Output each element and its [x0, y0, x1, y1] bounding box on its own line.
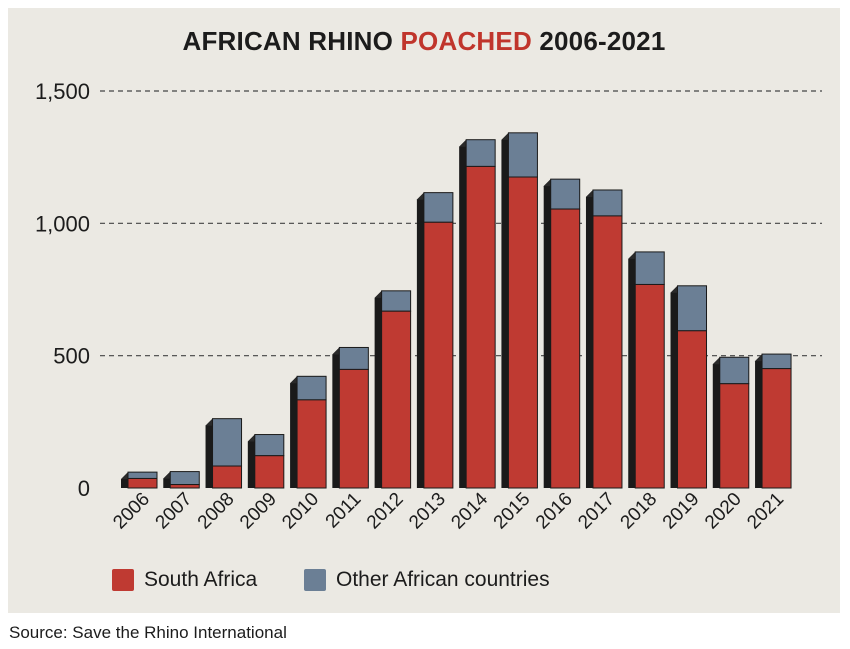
y-tick-label: 1,500 — [35, 79, 90, 104]
bar-segment-other-african-countries — [761, 353, 792, 370]
bar-segment-south-africa — [507, 176, 538, 489]
bar-segment-other-african-countries — [507, 132, 538, 178]
bar-segment-south-africa — [719, 383, 750, 489]
bar-segment-south-africa — [423, 221, 454, 489]
x-tick-label: 2016 — [532, 489, 577, 534]
bar-segment-other-african-countries — [381, 290, 412, 312]
bar-2007 — [163, 471, 200, 489]
bar-2019 — [670, 285, 708, 489]
bar-side — [585, 189, 593, 488]
title-highlight: POACHED — [400, 26, 532, 56]
bar-side — [290, 376, 298, 488]
bar-segment-other-african-countries — [212, 418, 243, 467]
bar-segment-south-africa — [127, 477, 158, 489]
bar-segment-other-african-countries — [254, 434, 285, 457]
bar-segment-south-africa — [761, 368, 792, 489]
x-tick-label: 2012 — [363, 489, 408, 534]
legend-swatch-south-africa — [112, 569, 134, 591]
bar-2020 — [712, 356, 750, 489]
bar-side — [459, 139, 467, 488]
bar-2011 — [332, 346, 369, 489]
bar-2006 — [121, 471, 158, 489]
bar-segment-south-africa — [381, 310, 412, 489]
bar-side — [543, 179, 551, 488]
bar-segment-other-african-countries — [296, 375, 327, 401]
x-tick-label: 2007 — [152, 489, 197, 534]
bar-side — [712, 357, 720, 488]
bar-2013 — [416, 192, 454, 489]
title-before: AFRICAN RHINO — [182, 26, 401, 56]
bar-segment-south-africa — [212, 465, 243, 489]
x-tick-label: 2021 — [743, 489, 788, 534]
bar-side — [374, 290, 382, 488]
legend-item-south-africa: South Africa — [112, 568, 257, 592]
x-tick-label: 2013 — [405, 489, 450, 534]
bar-segment-other-african-countries — [634, 251, 665, 285]
x-tick-label: 2017 — [574, 489, 619, 534]
bar-segment-other-african-countries — [423, 192, 454, 223]
bar-segment-south-africa — [338, 368, 369, 489]
x-tick-label: 2009 — [236, 489, 281, 534]
bar-segment-other-african-countries — [127, 471, 158, 479]
chart-title: AFRICAN RHINO POACHED 2006-2021 — [8, 26, 840, 57]
bar-2010 — [290, 375, 327, 489]
bar-segment-other-african-countries — [677, 285, 708, 332]
bar-segment-south-africa — [169, 484, 200, 489]
bar-side — [416, 192, 424, 488]
bar-segment-other-african-countries — [550, 178, 581, 210]
bar-2016 — [543, 178, 581, 489]
x-tick-label: 2014 — [447, 488, 492, 533]
bar-side — [332, 347, 340, 488]
bar-segment-south-africa — [592, 215, 623, 489]
bar-2015 — [501, 132, 538, 489]
bar-segment-south-africa — [296, 399, 327, 489]
legend-swatch-other-african-countries — [304, 569, 326, 591]
legend-item-other-african-countries: Other African countries — [304, 568, 550, 592]
bar-segment-south-africa — [677, 330, 708, 489]
bar-segment-south-africa — [465, 165, 496, 489]
bar-segment-other-african-countries — [169, 471, 200, 486]
y-tick-label: 1,000 — [35, 211, 90, 236]
x-tick-label: 2019 — [659, 489, 704, 534]
bar-2021 — [755, 353, 792, 489]
x-tick-label: 2020 — [701, 489, 746, 534]
bar-side — [670, 285, 678, 488]
bar-side — [755, 354, 763, 488]
bar-2017 — [585, 189, 623, 489]
bar-2008 — [205, 418, 243, 489]
x-tick-label: 2011 — [322, 489, 366, 533]
x-tick-label: 2015 — [490, 489, 535, 534]
bar-segment-other-african-countries — [338, 346, 369, 370]
bar-side — [628, 251, 636, 488]
legend-label-south-africa: South Africa — [144, 568, 258, 591]
x-tick-label: 2006 — [109, 489, 154, 534]
bar-side — [247, 434, 255, 488]
bar-2009 — [247, 434, 285, 489]
bar-2018 — [628, 251, 665, 489]
bar-side — [501, 132, 509, 489]
source-note: Source: Save the Rhino International — [9, 623, 287, 642]
x-tick-label: 2010 — [278, 489, 323, 534]
bar-2012 — [374, 290, 412, 489]
legend-label-other-african-countries: Other African countries — [336, 568, 550, 591]
bar-segment-south-africa — [254, 455, 285, 489]
bar-side — [205, 418, 213, 488]
x-tick-label: 2018 — [617, 489, 662, 534]
title-after: 2006-2021 — [531, 26, 666, 56]
bar-segment-south-africa — [634, 283, 665, 489]
x-tick-label: 2008 — [194, 489, 239, 534]
bar-segment-other-african-countries — [465, 139, 496, 167]
bar-2014 — [459, 139, 496, 489]
bar-segment-other-african-countries — [592, 189, 623, 217]
y-tick-label: 500 — [53, 344, 90, 369]
bar-segment-other-african-countries — [719, 356, 750, 385]
bar-segment-south-africa — [550, 208, 581, 489]
y-tick-label: 0 — [78, 476, 90, 501]
